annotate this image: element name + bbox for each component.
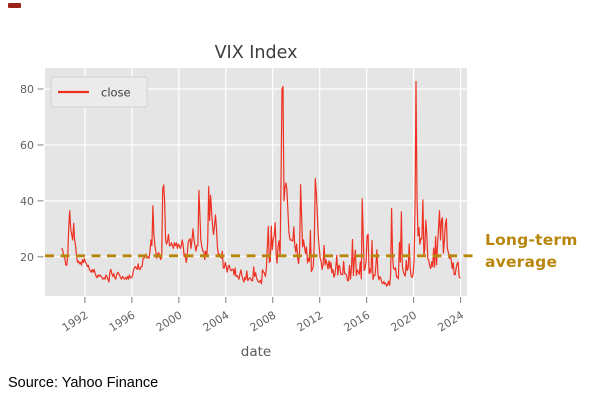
x-tick-label: 2004 (201, 309, 232, 335)
y-tick-label: 60 (20, 139, 34, 152)
legend: close (50, 76, 148, 108)
x-tick-label: 2024 (435, 309, 466, 335)
x-tick-label: 1996 (107, 309, 138, 335)
long-term-average-annotation: Long-term average (485, 229, 578, 273)
vix-close-line (61, 80, 461, 287)
corner-mark (8, 3, 21, 8)
x-tick-label: 2000 (154, 309, 185, 335)
x-tick-label: 1992 (60, 309, 91, 335)
y-tick-label: 20 (20, 251, 34, 264)
y-tick-label: 40 (20, 195, 34, 208)
annotation-line2: average (485, 253, 558, 271)
chart-title: VIX Index (215, 43, 298, 63)
x-tick-label: 2016 (342, 309, 373, 335)
x-tick-label: 2012 (295, 309, 326, 335)
legend-box (50, 76, 148, 108)
legend-label: close (101, 86, 131, 100)
source-credit: Source: Yahoo Finance (8, 375, 159, 391)
y-tick-label: 80 (20, 83, 34, 96)
annotation-line1: Long-term (485, 231, 578, 249)
x-axis-label: date (241, 344, 271, 360)
x-tick-label: 2020 (389, 309, 420, 335)
gridlines (45, 68, 467, 296)
x-tick-label: 2008 (248, 309, 279, 335)
